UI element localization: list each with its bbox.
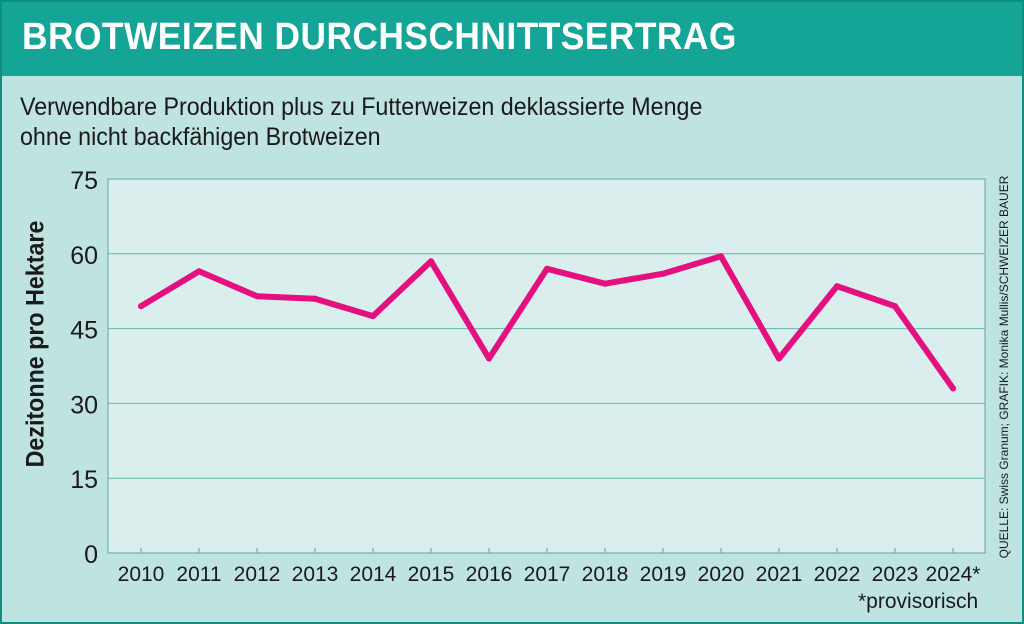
- data-point: [544, 265, 550, 272]
- x-tick-label: 2013: [292, 563, 339, 586]
- data-point: [138, 303, 144, 310]
- x-tick-label: 2021: [756, 563, 803, 586]
- x-tick-label: 2015: [408, 563, 455, 586]
- data-point: [834, 283, 840, 290]
- grid-lines: [108, 253, 985, 479]
- x-tick-label: 2020: [698, 563, 745, 586]
- y-tick-label: 75: [70, 167, 98, 195]
- data-point: [486, 355, 492, 362]
- data-point: [776, 355, 782, 362]
- data-point: [602, 280, 608, 287]
- y-tick-label: 45: [70, 317, 98, 345]
- subtitle-line-2: ohne nicht backfähigen Brotweizen: [20, 123, 381, 151]
- data-point: [370, 313, 376, 320]
- y-axis-label: Dezitonne pro Hektare: [21, 220, 50, 468]
- data-point: [660, 270, 666, 277]
- title-bar: BROTWEIZEN DURCHSCHNITTSERTRAG: [2, 2, 1022, 76]
- footnote: *provisorisch: [858, 590, 979, 613]
- y-tick-labels: 0 15 30 45 60 75: [70, 167, 98, 569]
- x-tick-label: 2012: [234, 563, 281, 586]
- x-tick-label: 2014: [350, 563, 397, 586]
- x-tick-labels: 2010 2011 2012 2013 2014 2015 2016 2017 2018 2019…: [118, 548, 981, 586]
- x-tick-label: 2023: [872, 563, 919, 586]
- data-point: [254, 293, 260, 300]
- data-point: [892, 303, 898, 310]
- x-tick-label: 2018: [582, 563, 629, 586]
- data-point: [718, 253, 724, 260]
- y-tick-label: 30: [70, 391, 98, 419]
- y-tick-label: 0: [84, 541, 98, 569]
- x-tick-label: 2016: [466, 563, 513, 586]
- data-series: [138, 253, 956, 392]
- chart-title: BROTWEIZEN DURCHSCHNITTSERTRAG: [22, 16, 737, 58]
- source-credit: QUELLE: Swiss Granum; GRAFIK: Monika Mul…: [997, 175, 1011, 559]
- x-tick-label: 2019: [640, 563, 687, 586]
- x-tick-label: 2017: [524, 563, 571, 586]
- data-point: [196, 268, 202, 275]
- x-tick-label: 2024*: [926, 563, 981, 586]
- data-point: [428, 258, 434, 265]
- x-tick-label: 2011: [176, 563, 221, 586]
- subtitle-line-1: Verwendbare Produktion plus zu Futterwei…: [20, 93, 703, 121]
- data-point: [950, 385, 956, 392]
- plot-area: [107, 178, 986, 554]
- y-tick-label: 15: [70, 466, 98, 494]
- chart-subtitle: Verwendbare Produktion plus zu Futterwei…: [20, 92, 702, 152]
- x-tick-label: 2010: [118, 563, 165, 586]
- y-tick-label: 60: [70, 242, 98, 270]
- x-tick-label: 2022: [814, 563, 861, 586]
- data-point: [312, 295, 318, 302]
